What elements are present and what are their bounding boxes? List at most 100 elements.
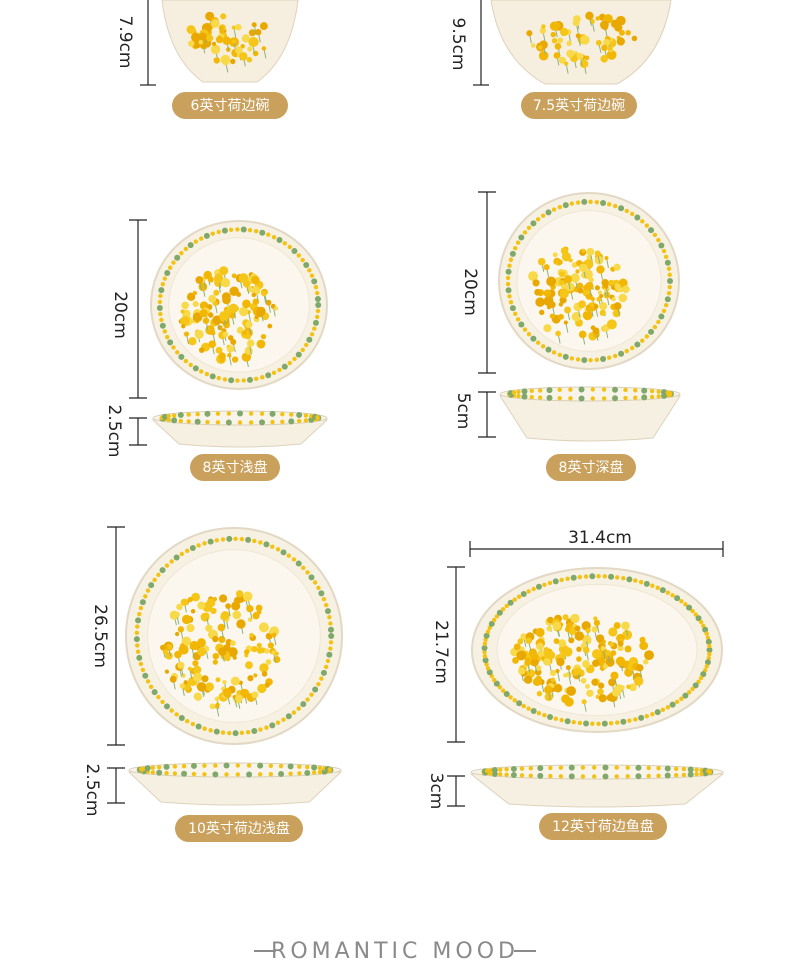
flower xyxy=(600,20,609,30)
flower xyxy=(188,337,197,346)
rim-flower xyxy=(589,573,596,580)
rim-flower xyxy=(649,388,655,394)
rim-flower xyxy=(228,377,235,384)
rim-flower xyxy=(641,394,648,401)
flower xyxy=(231,601,241,611)
flower xyxy=(218,635,226,644)
flower xyxy=(247,342,252,347)
flower xyxy=(581,248,586,253)
flower xyxy=(539,309,545,316)
flower xyxy=(609,641,615,647)
flower xyxy=(162,649,168,655)
rim-flower xyxy=(171,260,176,265)
flower xyxy=(160,644,166,651)
flower xyxy=(599,302,608,311)
flower xyxy=(549,669,557,677)
rim-flower xyxy=(681,772,687,778)
rim-flower xyxy=(252,538,257,544)
rim-flower xyxy=(704,631,709,636)
rim-flower xyxy=(306,336,313,343)
rim-flower xyxy=(162,276,168,281)
rim-flower xyxy=(305,697,310,702)
flower xyxy=(242,330,247,336)
rim-flower xyxy=(296,418,302,424)
rim-flower xyxy=(519,766,525,771)
flower xyxy=(585,683,590,689)
flower xyxy=(267,642,274,649)
flower xyxy=(536,690,543,697)
flower xyxy=(539,27,547,34)
rim-flower xyxy=(704,664,709,669)
rim-flower xyxy=(518,321,525,328)
flower xyxy=(561,252,572,262)
rim-flower xyxy=(682,692,689,699)
rim-flower xyxy=(213,763,218,768)
rim-flower xyxy=(577,720,583,726)
rim-flower xyxy=(248,411,254,416)
rim-flower xyxy=(656,319,661,325)
rim-flower xyxy=(482,641,488,647)
rim-flower xyxy=(635,764,642,771)
rim-flower xyxy=(656,237,661,243)
flower xyxy=(582,310,593,321)
flower xyxy=(516,650,527,661)
flower xyxy=(535,297,545,307)
rim-flower xyxy=(164,563,170,568)
flower xyxy=(240,43,245,49)
rim-flower xyxy=(199,369,204,374)
rim-flower xyxy=(220,537,226,542)
rim-flower xyxy=(288,418,295,425)
rim-flower xyxy=(178,715,185,722)
rim-flower xyxy=(505,275,511,281)
flower xyxy=(218,647,227,656)
height-label: 2.5cm xyxy=(104,405,124,458)
flower xyxy=(176,603,183,611)
flower xyxy=(207,276,214,283)
rim-flower xyxy=(548,765,553,771)
label-pill xyxy=(521,92,637,119)
flower xyxy=(557,259,563,265)
rim-flower xyxy=(638,579,644,585)
rim-flower xyxy=(245,536,252,543)
flower xyxy=(194,329,204,339)
rim-flower xyxy=(156,765,162,770)
flower xyxy=(241,34,250,43)
rim-flower xyxy=(194,418,201,425)
rim-flower xyxy=(192,365,199,372)
flower xyxy=(537,650,545,658)
flower xyxy=(576,646,582,652)
rim-flower xyxy=(202,541,207,546)
rim-flower xyxy=(214,538,219,543)
rim-flower xyxy=(235,772,241,777)
rim-flower xyxy=(311,770,317,775)
flower xyxy=(608,627,618,637)
flower xyxy=(535,627,545,637)
rim-flower xyxy=(674,699,680,705)
plate-well xyxy=(168,237,310,373)
flower xyxy=(225,603,232,610)
flower xyxy=(571,311,582,322)
flower xyxy=(208,294,217,303)
rim-flower xyxy=(656,389,661,394)
rim-flower xyxy=(683,602,688,607)
flower xyxy=(222,59,229,66)
rim-flower xyxy=(545,209,552,216)
rim-flower xyxy=(624,348,629,354)
flower xyxy=(256,646,264,654)
rim-flower xyxy=(508,257,514,262)
rim-flower xyxy=(159,567,166,574)
flower xyxy=(181,301,189,310)
flower xyxy=(644,650,654,661)
flower xyxy=(626,684,631,690)
footer-text: ROMANTIC MOOD xyxy=(271,939,519,962)
rim-flower xyxy=(303,418,309,423)
flower xyxy=(584,55,590,61)
flower xyxy=(530,652,539,661)
flower xyxy=(181,636,192,647)
rim-flower xyxy=(591,765,597,770)
rim-flower xyxy=(309,273,315,278)
rim-flower xyxy=(205,419,210,425)
rim-flower xyxy=(618,205,625,212)
rim-flower xyxy=(530,708,537,715)
rim-flower xyxy=(673,773,679,778)
